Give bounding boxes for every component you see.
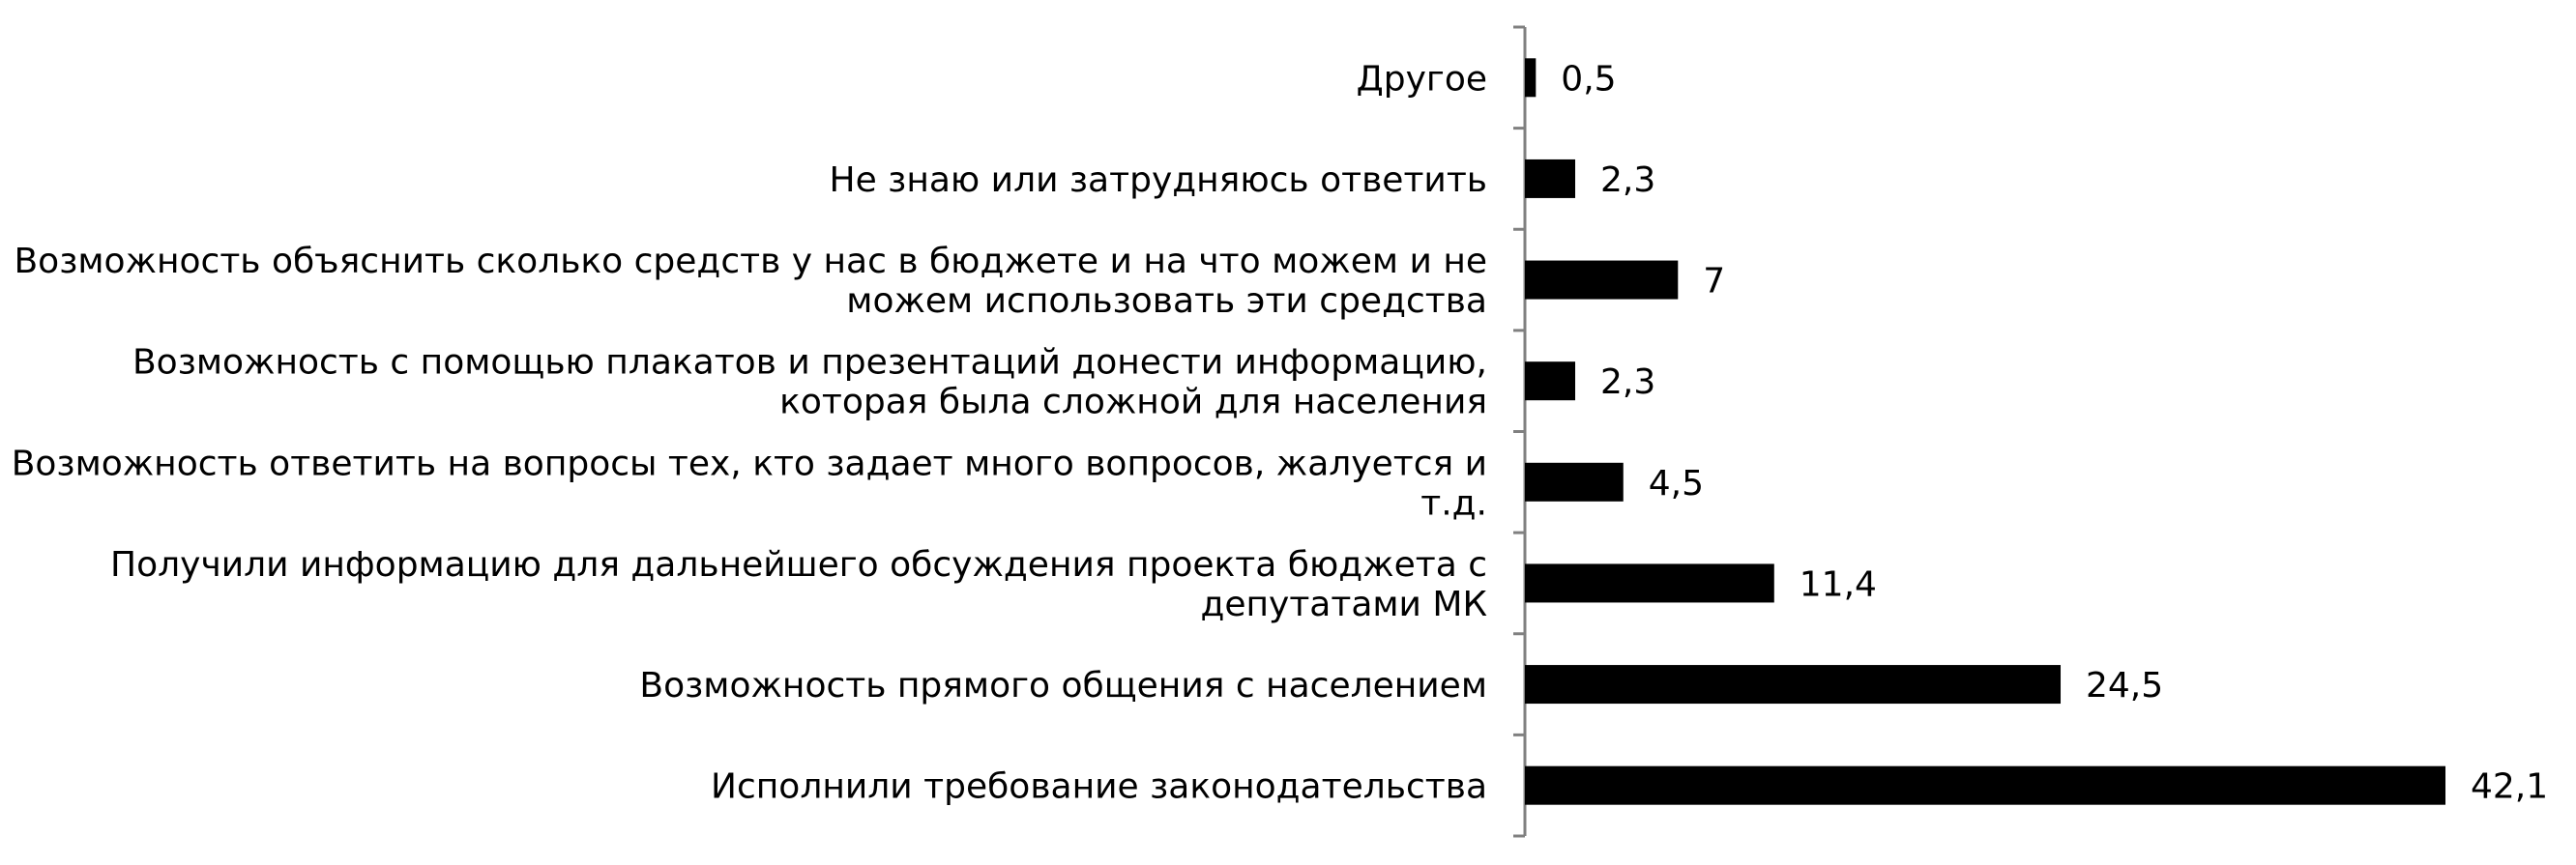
category-label: Исполнили требование законодательства [711, 767, 1487, 807]
category-label-line: Другое [1357, 59, 1487, 99]
category-label: Не знаю или затрудняюсь ответить [830, 160, 1487, 200]
data-label: 2,3 [1600, 160, 1655, 200]
category-label-line: Не знаю или затрудняюсь ответить [830, 160, 1487, 200]
category-label-line: т.д. [1420, 483, 1487, 523]
bar [1525, 260, 1679, 300]
bar [1525, 563, 1774, 603]
category-label: Возможность объяснить сколько средств у … [14, 242, 1487, 321]
bar [1525, 665, 2062, 705]
category-label-line: Возможность объяснить сколько средств у … [14, 242, 1487, 281]
category-label: Получили информацию для дальнейшего обсу… [110, 545, 1487, 624]
category-label-line: Исполнили требование законодательства [711, 767, 1487, 807]
bar [1525, 58, 1537, 98]
category-label-line: можем использовать эти средства [846, 281, 1487, 321]
category-label-line: которая была сложной для населения [779, 383, 1487, 422]
axis-layer [1513, 25, 1527, 838]
data-label: 4,5 [1649, 464, 1704, 504]
data-label: 24,5 [2086, 666, 2163, 706]
bars-layer [1525, 58, 2445, 805]
bar [1525, 361, 1576, 401]
data-label: 42,1 [2471, 767, 2548, 807]
data-label: 2,3 [1600, 362, 1655, 402]
category-label-line: Получили информацию для дальнейшего обсу… [110, 545, 1487, 585]
category-label-line: депутатами МК [1200, 585, 1487, 624]
category-label: Возможность с помощью плакатов и презент… [132, 343, 1487, 422]
data-label: 11,4 [1800, 564, 1877, 604]
bar [1525, 765, 2445, 805]
category-label: Возможность прямого общения с населением [639, 666, 1487, 706]
category-label: Другое [1357, 59, 1487, 99]
data-label: 0,5 [1561, 59, 1616, 99]
category-label-line: Возможность с помощью плакатов и презент… [132, 343, 1487, 383]
bar [1525, 462, 1624, 502]
data-label: 7 [1703, 262, 1725, 302]
bar [1525, 159, 1576, 198]
category-label: Возможность ответить на вопросы тех, кто… [12, 444, 1487, 523]
labels-layer: 0,5 Другое 2,3 Не знаю или затрудняюсь отве… [12, 59, 2548, 806]
category-label-line: Возможность прямого общения с населением [639, 666, 1487, 706]
category-label-line: Возможность ответить на вопросы тех, кто… [12, 444, 1487, 483]
